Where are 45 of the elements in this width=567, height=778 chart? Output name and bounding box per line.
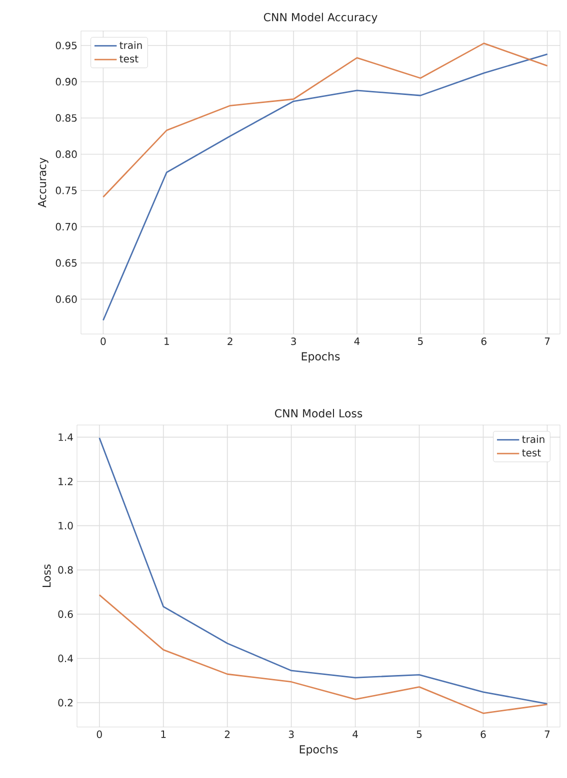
y-tick-label: 0.65 — [56, 259, 77, 267]
legend-label: train — [120, 41, 142, 49]
x-tick-label: 3 — [288, 730, 294, 738]
y-axis-title: Accuracy — [38, 158, 48, 208]
line-series — [98, 437, 548, 704]
y-tick-label: 0.70 — [56, 222, 77, 230]
x-tick-label: 7 — [544, 338, 550, 345]
y-axis-title: Loss — [42, 564, 51, 587]
x-tick-label: 4 — [354, 338, 360, 345]
y-tick-label: 0.8 — [58, 566, 73, 574]
x-tick-label: 2 — [228, 338, 232, 345]
y-tick-label: 0.85 — [56, 114, 77, 122]
x-tick-label: 5 — [416, 730, 422, 738]
chart-title: CNN Model Loss — [274, 408, 362, 418]
y-tick-label: 0.95 — [56, 42, 77, 50]
x-axis-title: Epochs — [300, 744, 338, 756]
y-tick-label: 0.6 — [58, 610, 73, 618]
line-series — [102, 42, 548, 198]
x-tick-label: 6 — [480, 730, 486, 738]
x-tick-label: 0 — [96, 730, 102, 738]
x-tick-label: 0 — [100, 338, 106, 346]
y-tick-label: 0.60 — [56, 295, 77, 303]
y-tick-label: 1.2 — [58, 478, 72, 486]
legend-label: test — [120, 55, 138, 63]
y-tick-label: 1.0 — [58, 522, 73, 530]
x-tick-label: 5 — [418, 338, 423, 345]
y-tick-label: 0.2 — [58, 698, 72, 706]
line-series — [102, 53, 548, 321]
legend-label: test — [522, 449, 541, 456]
x-tick-label: 4 — [352, 730, 358, 738]
y-tick-label: 0.80 — [56, 150, 77, 158]
x-tick-label: 2 — [224, 730, 230, 738]
x-tick-label: 6 — [481, 338, 486, 346]
line-series — [98, 594, 548, 714]
x-tick-label: 1 — [164, 338, 169, 345]
x-tick-label: 3 — [291, 338, 296, 346]
legend-label: train — [522, 435, 544, 443]
y-tick-label: 0.75 — [56, 186, 77, 194]
x-tick-label: 7 — [544, 730, 550, 738]
x-tick-label: 1 — [161, 730, 166, 738]
y-tick-label: 0.90 — [56, 78, 77, 86]
chart-title: CNN Model Accuracy — [264, 12, 378, 24]
y-tick-label: 1.4 — [58, 434, 73, 441]
y-tick-label: 0.4 — [58, 654, 73, 662]
x-axis-title: Epochs — [302, 352, 340, 363]
